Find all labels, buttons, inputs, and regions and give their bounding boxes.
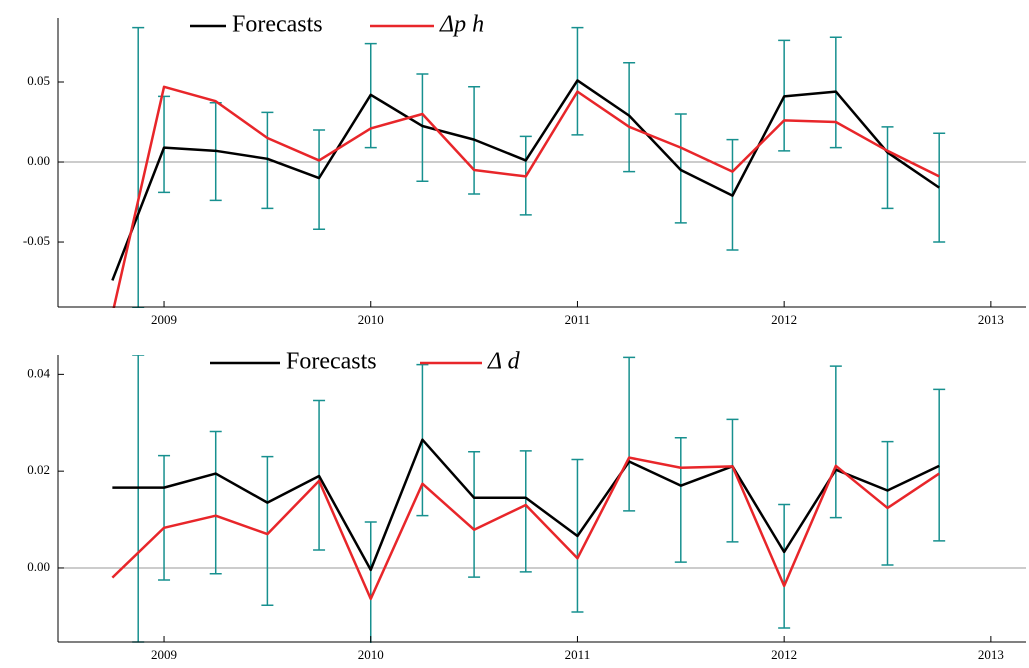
error-bar: [468, 451, 481, 578]
series-line: [111, 456, 940, 601]
y-tick-label: 0.00: [27, 559, 50, 574]
series-line: [112, 438, 940, 572]
error-bar: [209, 430, 222, 575]
legend-label: Forecasts: [286, 349, 377, 375]
error-bar: [132, 26, 145, 308]
error-bar: [313, 129, 326, 230]
error-bar: [261, 455, 274, 606]
error-bar: [261, 111, 274, 210]
error-bar: [416, 73, 429, 182]
error-bar: [519, 450, 532, 573]
y-tick-label: 0.02: [27, 462, 50, 477]
error-bar: [881, 126, 894, 210]
y-tick-label: 0.00: [27, 153, 50, 168]
x-tick-label: 2010: [358, 312, 384, 327]
error-bar: [726, 418, 739, 543]
series-line: [111, 79, 940, 281]
error-bar: [674, 437, 687, 563]
legend-label: Δp h: [439, 12, 484, 38]
error-bar: [881, 440, 894, 566]
y-tick-label: -0.05: [23, 233, 50, 248]
x-tick-label: 2010: [358, 647, 384, 662]
x-tick-label: 2009: [151, 312, 177, 327]
x-tick-label: 2012: [771, 647, 797, 662]
error-bar: [829, 365, 842, 519]
error-bar: [933, 132, 946, 243]
x-tick-label: 2011: [565, 647, 591, 662]
y-tick-label: 0.04: [27, 365, 50, 380]
x-tick-label: 2009: [151, 647, 177, 662]
error-bar: [158, 454, 171, 581]
series-line: [112, 85, 940, 308]
error-bar: [132, 355, 145, 643]
legend-label: Δ d: [487, 349, 521, 375]
error-bar: [933, 388, 946, 542]
plot-area: [58, 26, 1026, 308]
x-tick-label: 2011: [565, 312, 591, 327]
error-bar: [158, 95, 171, 194]
error-bar: [364, 521, 377, 643]
x-tick-label: 2013: [978, 647, 1004, 662]
y-tick-label: 0.05: [27, 73, 50, 88]
legend-label: Forecasts: [232, 12, 323, 38]
x-tick-label: 2013: [978, 312, 1004, 327]
error-bar: [623, 356, 636, 512]
plot-area: [58, 355, 1026, 643]
x-tick-label: 2012: [771, 312, 797, 327]
error-bar: [778, 503, 791, 629]
